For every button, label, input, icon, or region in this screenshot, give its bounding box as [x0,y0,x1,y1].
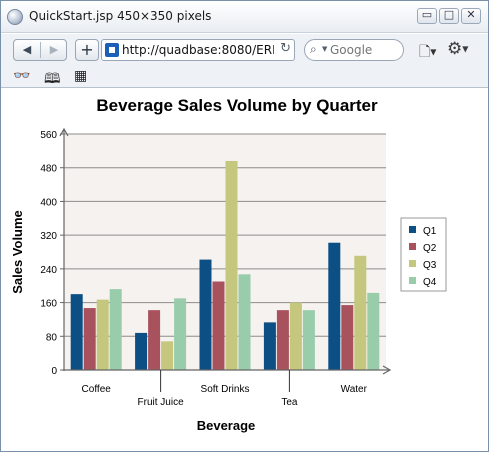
bookmarks-bar: 👓 🕮 ▦ [1,66,488,88]
forward-button[interactable]: ▶ [49,43,59,56]
bar-q3-soft-drinks [225,160,238,370]
bar-q1-soft-drinks [199,259,212,370]
nav-divider [40,42,41,58]
bar-q3-tea [289,302,302,370]
minimize-icon: ▭ [421,8,433,21]
address-bar[interactable]: http://quadbase:8080/ERES ↻ [101,39,295,61]
x-tick-label: Fruit Juice [138,397,185,408]
maximize-button[interactable]: □ [439,8,459,24]
bar-q2-fruit-juice [148,310,161,370]
bar-q3-water [354,255,367,370]
bar-chart: 0 80 160 240 320 400 480 560 Coffee Fruit Juice So… [10,96,447,433]
bar-q4-fruit-juice [174,298,187,370]
legend-label-q3: Q3 [423,260,437,271]
bar-q3-coffee [96,299,109,370]
x-axis-label: Beverage [197,418,256,433]
settings-button[interactable]: ⚙▼ [447,39,468,59]
reload-icon[interactable]: ↻ [280,41,291,56]
chart-title: Beverage Sales Volume by Quarter [96,96,378,115]
x-tick-label: Tea [281,397,298,408]
bar-q4-soft-drinks [238,274,251,370]
bar-q4-tea [302,310,315,370]
bar-q3-fruit-juice [161,341,174,370]
bar-q4-coffee [109,289,122,370]
legend-swatch-q2 [409,243,416,250]
gear-icon: ⚙ [447,39,463,59]
bar-q1-water [328,242,341,370]
close-button[interactable]: ✕ [461,8,481,24]
x-tick-label: Soft Drinks [201,384,250,395]
search-icon[interactable]: ⌕ [310,42,317,56]
bar-q2-soft-drinks [212,281,225,370]
page-menu-button[interactable]: 🗋▼ [419,41,436,65]
minimize-button[interactable]: ▭ [417,8,437,24]
y-tick-label: 560 [40,130,57,141]
x-axis-arrow [382,365,392,375]
search-box[interactable]: ⌕ ▼ [304,39,404,61]
legend-label-q4: Q4 [423,277,437,288]
book-icon[interactable]: 🕮 [44,71,61,87]
back-button[interactable]: ◀ [22,43,32,56]
bar-q1-tea [263,322,276,370]
y-axis-label: Sales Volume [10,210,25,294]
bar-q1-fruit-juice [135,332,148,370]
search-engine-dropdown-icon[interactable]: ▼ [322,45,328,53]
y-tick-label: 400 [40,197,57,208]
reader-icon[interactable]: 👓 [13,68,31,84]
y-tick-label: 0 [51,366,57,377]
close-icon: ✕ [466,8,476,21]
bar-q2-tea [276,310,289,370]
y-tick-label: 240 [40,265,57,276]
bar-q4-water [367,292,380,370]
bar-q1-coffee [70,294,83,370]
site-icon [105,43,119,57]
x-tick-label: Coffee [82,384,112,395]
legend-swatch-q1 [409,226,416,233]
new-tab-button[interactable]: + [75,39,99,61]
url-text[interactable]: http://quadbase:8080/ERES [122,43,274,57]
chevron-down-icon: ▼ [462,44,469,54]
maximize-icon: □ [443,8,455,21]
page-content: 0 80 160 240 320 400 480 560 Coffee Fruit Juice So… [1,89,488,451]
window-title: QuickStart.jsp 450×350 pixels [29,9,212,23]
legend-label-q2: Q2 [423,243,437,254]
bar-q2-water [341,305,354,370]
legend-box [400,217,447,292]
page-icon: 🗋 [419,44,431,60]
y-tick-label: 80 [46,332,58,343]
title-bar: QuickStart.jsp 450×350 pixels ▭ □ ✕ [1,1,488,33]
search-input[interactable] [330,42,400,58]
legend-label-q1: Q1 [423,226,437,237]
x-tick-label: Water [341,384,368,395]
browser-icon [7,9,23,25]
chevron-down-icon: ▼ [430,47,437,57]
navigation-toolbar: ◀ ▶ + http://quadbase:8080/ERES ↻ ⌕ ▼ 🗋▼… [1,34,488,66]
bar-q2-coffee [83,308,96,370]
y-tick-label: 320 [40,231,57,242]
nav-buttons: ◀ ▶ [13,39,67,61]
y-tick-label: 480 [40,164,57,175]
legend-swatch-q3 [409,260,416,267]
grid-icon[interactable]: ▦ [74,68,88,84]
legend-swatch-q4 [409,277,416,284]
y-tick-label: 160 [40,299,57,310]
